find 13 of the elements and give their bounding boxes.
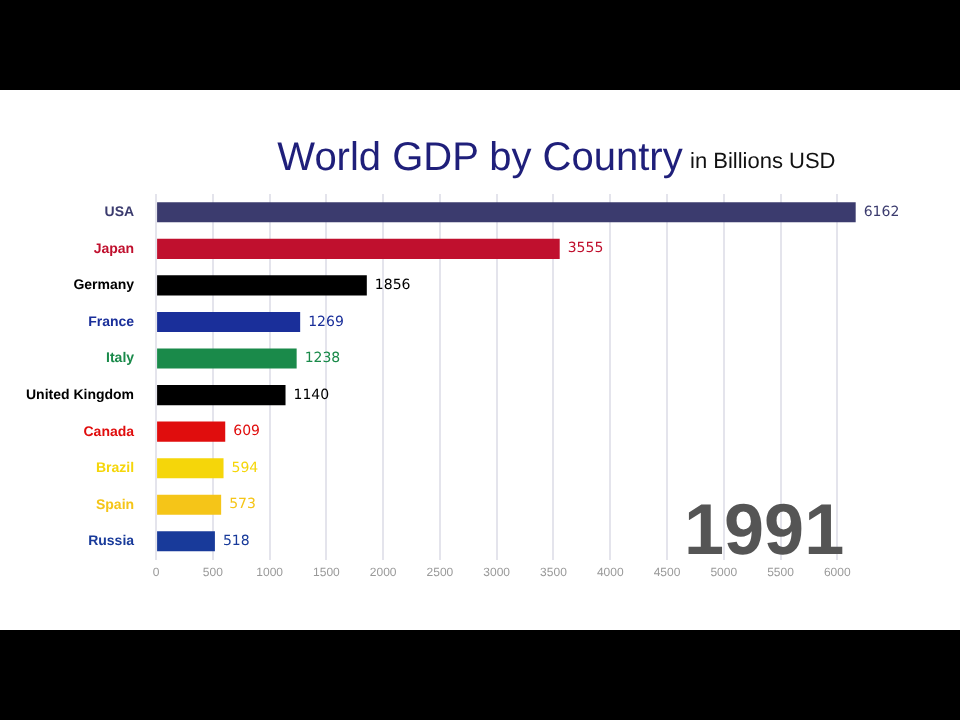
bar xyxy=(157,385,286,406)
bar xyxy=(157,202,856,223)
chart-title: World GDP by Country xyxy=(277,136,683,180)
chart-subtitle: in Billions USD xyxy=(690,150,836,174)
bar xyxy=(157,421,226,442)
bar xyxy=(157,531,215,552)
bar xyxy=(157,348,297,369)
bar xyxy=(157,458,224,479)
bar xyxy=(157,275,367,296)
bar xyxy=(157,238,560,259)
bar xyxy=(157,494,222,515)
bar xyxy=(157,311,301,333)
annotation: 1991 xyxy=(684,488,845,570)
